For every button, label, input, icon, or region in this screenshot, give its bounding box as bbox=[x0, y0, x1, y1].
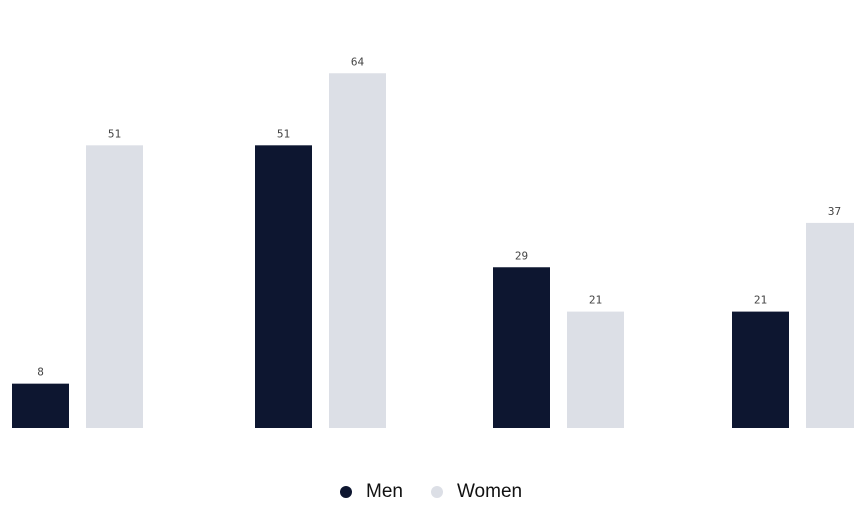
bars-group bbox=[12, 73, 854, 429]
bar-women-2 bbox=[567, 311, 624, 428]
value-label-men-2: 29 bbox=[515, 249, 528, 262]
bar-men-1 bbox=[255, 145, 312, 429]
legend-swatch-women bbox=[430, 486, 443, 498]
value-label-women-0: 51 bbox=[108, 127, 121, 140]
legend-item-women: Women bbox=[430, 481, 523, 503]
value-label-women-2: 21 bbox=[589, 294, 602, 307]
legend-label-men: Men bbox=[366, 481, 403, 502]
value-labels-group: 8 51 51 64 29 21 21 37 bbox=[37, 55, 841, 378]
legend-item-men: Men bbox=[340, 481, 403, 503]
bar-women-1 bbox=[329, 73, 386, 428]
bar-men-0 bbox=[12, 383, 69, 428]
value-label-men-1: 51 bbox=[277, 127, 290, 140]
bar-men-3 bbox=[732, 311, 789, 428]
legend: Men Women bbox=[340, 481, 536, 503]
value-label-women-3: 37 bbox=[828, 205, 841, 218]
value-label-men-0: 8 bbox=[37, 366, 44, 379]
value-label-women-1: 64 bbox=[351, 55, 365, 68]
bar-women-3 bbox=[806, 222, 854, 428]
legend-label-women: Women bbox=[456, 481, 523, 502]
bar-women-0 bbox=[86, 145, 143, 429]
legend-swatch-men bbox=[340, 486, 352, 498]
bar-men-2 bbox=[493, 267, 550, 428]
value-label-men-3: 21 bbox=[754, 294, 767, 307]
bar-chart: 8 51 51 64 29 21 21 37 bbox=[12, 55, 854, 429]
